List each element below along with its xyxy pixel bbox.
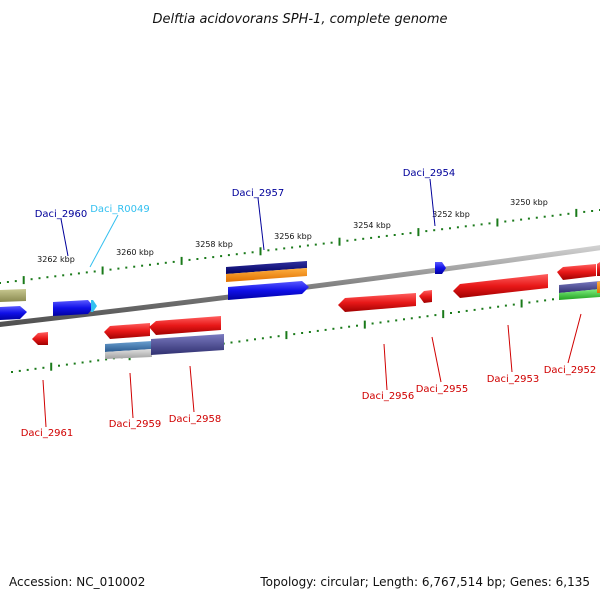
scale-labels: 3262 kbp 3260 kbp 3258 kbp 3256 kbp 3254…: [37, 198, 548, 264]
gene-leader-lines: [42, 178, 582, 428]
gene-arrow-red-edge[interactable]: [597, 262, 600, 276]
scale-label-3262: 3262 kbp: [37, 255, 75, 264]
scale-label-3258: 3258 kbp: [195, 240, 233, 249]
leader-daci-2953: [507, 324, 513, 373]
forward-strand-genes: [0, 261, 446, 320]
label-daci-2954[interactable]: Daci_2954: [403, 168, 456, 179]
leader-daci-2956: [383, 343, 388, 391]
scale-label-3254: 3254 kbp: [353, 221, 391, 230]
scale-label-3250: 3250 kbp: [510, 198, 548, 207]
label-daci-2959[interactable]: Daci_2959: [109, 419, 162, 430]
map-title: Delftia acidovorans SPH-1, complete geno…: [152, 12, 447, 27]
leader-daci-2957: [257, 197, 265, 251]
label-daci-2960[interactable]: Daci_2960: [35, 209, 88, 220]
gene-arrow-daci-r0049[interactable]: [91, 300, 97, 312]
gene-arrow-orange-edge[interactable]: [597, 281, 600, 293]
leader-daci-r0049: [89, 214, 119, 268]
gene-arrow-daci-2957-orange[interactable]: [226, 268, 307, 282]
leader-daci-2958: [189, 365, 195, 413]
leader-daci-2955: [431, 336, 442, 383]
gene-arrow-daci-2959[interactable]: [104, 323, 150, 339]
label-daci-2957[interactable]: Daci_2957: [232, 188, 285, 199]
gene-arrow-daci-2954[interactable]: [435, 262, 446, 274]
gene-arrow-daci-2953[interactable]: [453, 274, 548, 298]
label-daci-2956[interactable]: Daci_2956: [362, 391, 415, 402]
leader-daci-2959: [129, 372, 134, 419]
label-daci-2952[interactable]: Daci_2952: [544, 365, 597, 376]
lower-scale-ticks: [11, 289, 600, 373]
gene-arrow[interactable]: [0, 289, 26, 302]
scale-label-3252: 3252 kbp: [432, 210, 470, 219]
scale-label-3260: 3260 kbp: [116, 248, 154, 257]
leader-daci-2961: [42, 379, 47, 428]
label-daci-2958[interactable]: Daci_2958: [169, 414, 222, 425]
leader-daci-2952: [567, 313, 582, 364]
gene-arrow-daci-2956[interactable]: [338, 293, 416, 312]
upper-scale-ticks: [0, 208, 600, 285]
gene-arrow-daci-2959-teal[interactable]: [105, 341, 152, 352]
gene-arrow-daci-2952[interactable]: [557, 264, 596, 280]
label-daci-r0049[interactable]: Daci_R0049: [90, 204, 150, 215]
label-daci-2961[interactable]: Daci_2961: [21, 428, 74, 439]
reverse-strand-genes: [32, 262, 600, 359]
gene-arrow-daci-2952-green[interactable]: [559, 289, 600, 300]
gene-labels: Daci_2960 Daci_R0049 Daci_2957 Daci_2954…: [21, 168, 597, 439]
gene-arrow[interactable]: [0, 306, 27, 320]
leader-daci-2954: [429, 178, 436, 227]
label-daci-2953[interactable]: Daci_2953: [487, 374, 540, 385]
scale-label-3256: 3256 kbp: [274, 232, 312, 241]
gene-arrow-daci-2955[interactable]: [419, 290, 432, 303]
gene-arrow-daci-2957-navy[interactable]: [226, 261, 307, 274]
gene-arrow-daci-2957[interactable]: [228, 281, 309, 300]
gene-arrow-daci-2960[interactable]: [53, 300, 94, 316]
gene-arrow-daci-2958[interactable]: [149, 316, 221, 335]
gene-arrow-daci-2959-grey[interactable]: [105, 349, 152, 359]
leader-daci-2960: [60, 218, 69, 257]
gene-arrow-daci-2961[interactable]: [32, 332, 48, 345]
genome-summary-text: Topology: circular; Length: 6,767,514 bp…: [259, 575, 590, 589]
gene-arrow-daci-2958-slate[interactable]: [151, 334, 224, 355]
label-daci-2955[interactable]: Daci_2955: [416, 384, 469, 395]
accession-text: Accession: NC_010002: [9, 575, 145, 589]
